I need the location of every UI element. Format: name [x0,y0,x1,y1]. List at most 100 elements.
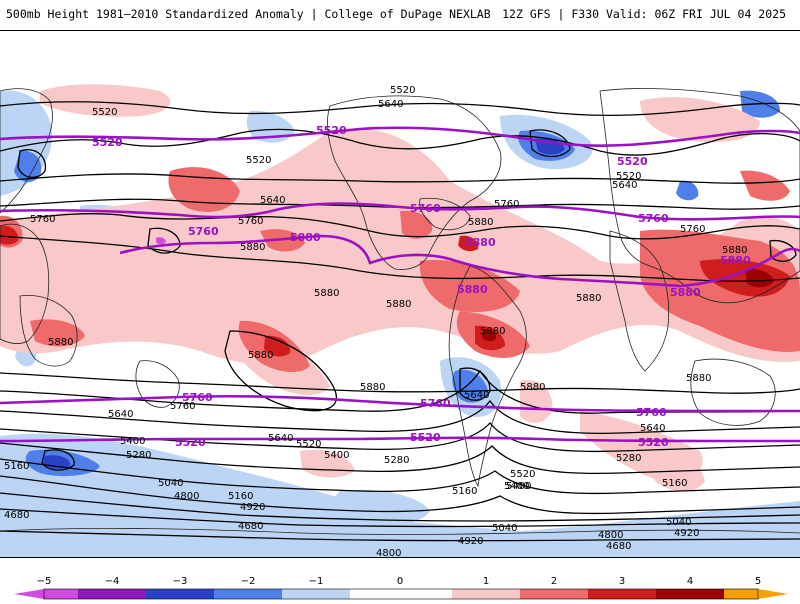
label-5520-d: 5520 [175,436,206,449]
label-black-4: 5640 [378,99,403,110]
colorbar-tick-pos3: 3 [619,576,625,587]
label-black-11: 5880 [240,242,265,253]
colorbar-arrow-right [758,589,788,599]
colorbar-seg-pos4 [656,589,724,599]
label-black-46: 4800 [598,530,623,541]
label-black-37: 5160 [662,478,687,489]
label-black-30: 5400 [504,481,529,492]
label-black-26: 5640 [464,390,489,401]
colorbar-tick-pos4: 4 [687,576,693,587]
label-black-53: 5400 [506,481,531,492]
label-5760-c: 5760 [638,212,669,225]
label-black-17: 5880 [480,326,505,337]
colorbar-seg-zero [350,589,452,599]
label-5520-e: 5520 [410,431,441,444]
map-title: 500mb Height 1981–2010 Standardized Anom… [6,7,491,21]
colorbar-tick-neg5: −5 [37,576,52,587]
colorbar-seg-neg2 [214,589,282,599]
anomaly-map: 5520 5520 5520 5520 5520 5520 5760 5760 … [0,30,800,558]
label-black-8: 5760 [238,216,263,227]
colorbar-seg-pos2 [520,589,588,599]
label-black-34: 5160 [4,461,29,472]
colorbar-arrow-left [14,589,44,599]
colorbar-legend: −5 −4 −3 −2 −1 0 1 2 3 4 5 [0,560,800,600]
label-black-47: 4680 [4,510,29,521]
label-black-45: 4800 [376,548,401,558]
label-black-36: 5160 [452,486,477,497]
colorbar-ticks: −5 −4 −3 −2 −1 0 1 2 3 4 5 [37,576,762,587]
label-black-1: 5520 [390,85,415,96]
label-black-2: 5520 [246,155,271,166]
label-5760-a: 5760 [188,225,219,238]
label-black-3: 5520 [616,171,641,182]
label-black-21: 5880 [520,382,545,393]
label-black-18: 5880 [48,337,73,348]
label-black-38: 5040 [158,478,183,489]
colorbar-segments [14,588,788,600]
label-black-44: 4800 [174,491,199,502]
colorbar-seg-pos3 [588,589,656,599]
label-black-5: 5640 [260,195,285,206]
colorbar-outline [43,588,759,600]
label-black-6: 5640 [612,180,637,191]
label-5520-c: 5520 [617,155,648,168]
height-contours [0,101,800,542]
colorbar-seg-pos5 [724,589,758,599]
label-black-9: 5760 [494,199,519,210]
label-black-41: 4920 [240,502,265,513]
colorbar-seg-neg5 [44,589,78,599]
label-black-48: 4680 [238,521,263,532]
colorbar-tick-pos5: 5 [755,576,761,587]
highlight-contours [0,126,800,443]
colorbar-tick-neg3: −3 [173,576,188,587]
label-black-42: 4920 [458,536,483,547]
label-5880-c: 5880 [457,283,488,296]
label-black-51: 5520 [296,439,321,450]
label-5880-d: 5880 [670,286,701,299]
black-labels: 5520 5520 5520 5520 5640 5640 5640 5760 … [4,85,747,558]
map-canvas: 5520 5520 5520 5520 5520 5520 5760 5760 … [0,31,800,558]
colorbar-seg-pos1 [452,589,520,599]
coastlines [0,88,800,535]
label-black-16: 5880 [576,293,601,304]
label-black-20: 5880 [360,382,385,393]
label-5520-a: 5520 [92,136,123,149]
label-black-32: 5280 [384,455,409,466]
label-black-52: 5520 [510,469,535,480]
label-5520-b: 5520 [316,124,347,137]
label-black-0: 5520 [92,107,117,118]
label-black-25: 5640 [268,433,293,444]
colorbar-tick-zero: 0 [397,576,403,587]
label-black-28: 5400 [120,436,145,447]
label-5520-f: 5520 [638,436,669,449]
label-black-23: 5760 [170,401,195,412]
label-black-27: 5640 [640,423,665,434]
colorbar-seg-neg1 [282,589,350,599]
colorbar-svg: −5 −4 −3 −2 −1 0 1 2 3 4 5 [14,576,788,600]
colorbar-tick-pos2: 2 [551,576,557,587]
label-5760-b: 5760 [410,202,441,215]
colorbar-seg-neg4 [78,589,146,599]
colorbar-tick-neg1: −1 [309,576,324,587]
label-black-50: 4680 [606,541,631,552]
label-5880-b: 5880 [465,236,496,249]
label-black-19: 5880 [248,350,273,361]
label-black-22: 5880 [686,373,711,384]
colorbar-tick-pos1: 1 [483,576,489,587]
label-black-24: 5640 [108,409,133,420]
label-5760-d: 5760 [182,391,213,404]
label-5760-f: 5760 [636,406,667,419]
highlight-labels: 5520 5520 5520 5520 5520 5520 5760 5760 … [92,124,751,449]
label-black-29: 5400 [324,450,349,461]
label-black-10: 5760 [680,224,705,235]
model-run-info: 12Z GFS | F330 Valid: 06Z FRI JUL 04 202… [502,7,786,21]
colorbar-tick-neg2: −2 [241,576,256,587]
label-black-7: 5760 [30,214,55,225]
header: 500mb Height 1981–2010 Standardized Anom… [0,0,800,30]
label-black-12: 5880 [468,217,493,228]
label-black-13: 5880 [722,245,747,256]
label-black-15: 5880 [386,299,411,310]
label-black-43: 4920 [674,528,699,539]
label-black-33: 5280 [616,453,641,464]
colorbar-seg-neg3 [146,589,214,599]
